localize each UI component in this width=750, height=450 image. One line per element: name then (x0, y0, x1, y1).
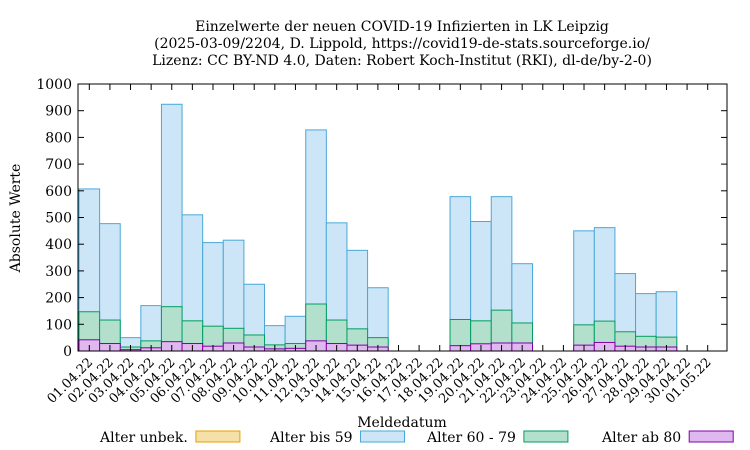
y-tick-label: 600 (45, 184, 72, 200)
y-tick-label: 900 (45, 104, 72, 120)
legend-label: Alter 60 - 79 (426, 430, 516, 446)
legend-swatch (688, 430, 734, 443)
legend: Alter unbek. Alter bis 59 Alter 60 - 79 Alt… (99, 430, 734, 446)
y-tick-label: 300 (45, 264, 72, 280)
legend-label: Alter ab 80 (601, 430, 681, 446)
y-tick-label: 200 (45, 291, 72, 307)
legend-swatch (523, 430, 569, 443)
legend-swatch (195, 430, 241, 443)
chart-title: Einzelwerte der neuen COVID-19 Infiziert… (152, 19, 652, 69)
title-line-2: (2025-03-09/2204, D. Lippold, https://co… (154, 36, 650, 52)
legend-item: Alter ab 80 (601, 430, 734, 446)
axes-layer: 0100200300400500600700800900100001.04.22… (36, 77, 728, 407)
bars-layer (78, 103, 678, 352)
y-tick-label: 100 (45, 317, 72, 333)
legend-item: Alter bis 59 (269, 430, 405, 446)
legend-label: Alter bis 59 (269, 430, 353, 446)
legend-item: Alter unbek. (99, 430, 241, 446)
y-tick-label: 500 (45, 211, 72, 227)
y-tick-label: 400 (45, 237, 72, 253)
x-axis-label: Meldedatum (357, 415, 447, 431)
title-line-3: Lizenz: CC BY-ND 4.0, Daten: Robert Koch… (152, 53, 652, 69)
y-tick-label: 700 (45, 157, 72, 173)
title-line-1: Einzelwerte der neuen COVID-19 Infiziert… (195, 19, 609, 35)
y-axis-label: Absolute Werte (8, 164, 24, 274)
legend-swatch (360, 430, 405, 443)
y-tick-label: 1000 (36, 77, 72, 93)
y-tick-label: 800 (45, 130, 72, 146)
legend-label: Alter unbek. (99, 430, 188, 446)
legend-item: Alter 60 - 79 (426, 430, 569, 446)
y-tick-label: 0 (63, 344, 72, 360)
